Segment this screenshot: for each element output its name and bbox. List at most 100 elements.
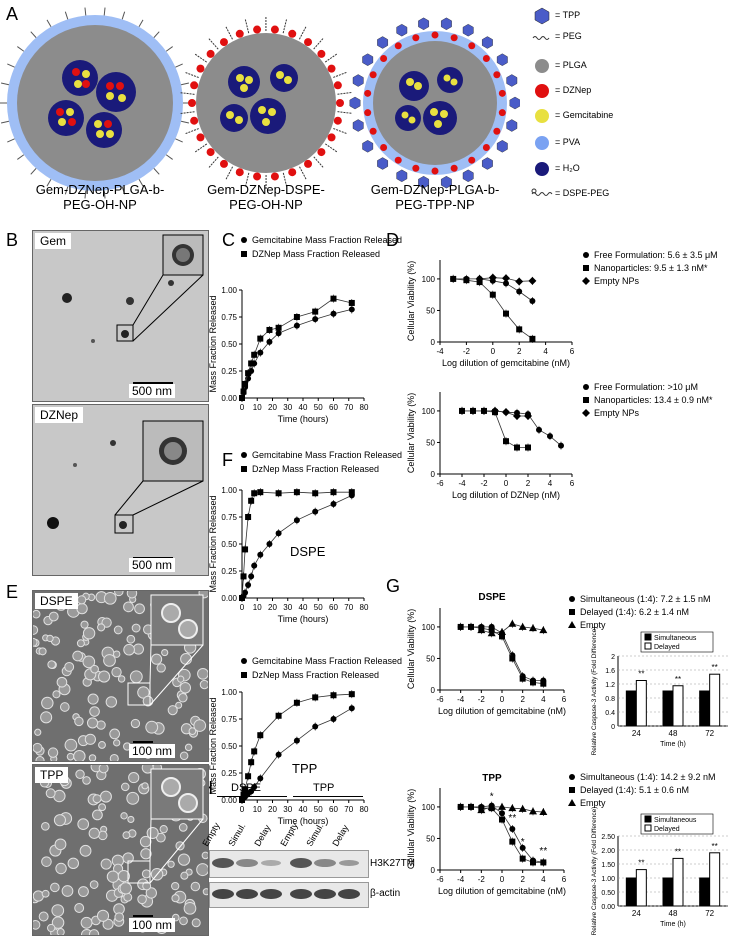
data-point: [251, 351, 258, 358]
y-tick-label: 100: [422, 623, 436, 632]
y-axis-label: Mass Fraction Released: [208, 697, 218, 794]
x-tick-label: -6: [436, 695, 444, 704]
x-tick-label: 70: [344, 403, 353, 412]
data-point: [508, 619, 517, 627]
pva-icon: [535, 136, 549, 150]
legend-label: DzNep Mass Fraction Released: [252, 670, 379, 680]
legend-label: DzNep Mass Fraction Released: [252, 464, 379, 474]
dspe-peg-icon: [531, 192, 553, 196]
data-point: [499, 816, 505, 823]
data-point: [547, 433, 553, 440]
y-tick-label: 0.8: [605, 696, 615, 703]
data-point: [330, 501, 337, 508]
x-axis-label: Log dilution of DZNep (nM): [452, 490, 560, 500]
bar: [709, 852, 721, 907]
western-blot: DSPE TPP Empty Simul. Delay Empty Simul. Dela…: [200, 780, 415, 930]
significance-mark: **: [539, 846, 547, 857]
data-point: [468, 803, 474, 810]
data-point: [348, 489, 355, 496]
x-axis-label: Time (hours): [278, 614, 329, 624]
data-point: [275, 751, 282, 758]
y-tick-label: 0.00: [221, 394, 237, 403]
y-tick-label: 50: [426, 654, 435, 663]
tem-image-dznep: DZNep 500 nm: [32, 404, 209, 576]
data-point: [489, 291, 496, 298]
data-point: [530, 859, 536, 866]
bar: [662, 690, 674, 727]
x-tick-label: 0: [491, 347, 496, 356]
bar: [699, 690, 711, 727]
bar: [625, 690, 637, 727]
data-point: [568, 799, 576, 806]
chart-F1: 0 10 20 30 40 50 60 70 80 0.00 0.25 0.50 0.75 1.00 Tim…: [208, 450, 402, 624]
legend-label: Simultaneous (1:4): 14.2 ± 9.2 nM: [580, 772, 716, 782]
data-point: [528, 276, 537, 285]
data-point: [248, 497, 255, 504]
legend-dspe-peg: = DSPE-PEG: [555, 188, 610, 198]
data-point: [463, 277, 470, 284]
chart-annotation: TPP: [292, 761, 317, 776]
bar: [672, 857, 684, 907]
x-tick-label: -2: [478, 875, 486, 884]
data-point: [241, 237, 247, 243]
y-tick-label: 1.00: [221, 688, 237, 697]
legend-label: Gemcitabine Mass Fraction Released: [252, 235, 402, 245]
data-point: [239, 595, 245, 601]
y-tick-label: 50: [426, 438, 435, 447]
data-point: [582, 409, 590, 417]
legend-label: Gemcitabine Mass Fraction Released: [252, 656, 402, 666]
data-point: [245, 514, 252, 520]
x-tick-label: -4: [458, 479, 466, 488]
bar: [625, 877, 637, 907]
x-tick-label: 60: [329, 403, 338, 412]
y-axis-label: Mass Fraction Released: [208, 495, 218, 592]
x-tick-label: 40: [299, 805, 308, 814]
chart-title: TPP: [482, 773, 502, 784]
data-point: [525, 444, 531, 451]
y-tick-label: 0.00: [221, 594, 237, 603]
data-point: [502, 274, 510, 283]
legend-box: [640, 813, 714, 835]
y-tick-label: 0.00: [601, 904, 615, 911]
significance-mark: **: [712, 663, 718, 672]
data-point: [239, 395, 245, 401]
y-tick-label: 50: [426, 306, 435, 315]
panel-label-g: G: [386, 576, 401, 596]
legend-swatch: [644, 633, 652, 641]
data-point: [251, 748, 258, 755]
y-tick-label: 1.00: [221, 486, 237, 495]
y-tick-label: 0: [431, 338, 436, 347]
series-line: [494, 410, 528, 417]
scale-label-e1: 100 nm: [129, 744, 176, 758]
data-point: [583, 265, 589, 271]
x-axis-label: Time (h): [660, 921, 686, 928]
data-point: [245, 582, 252, 589]
data-point: [240, 791, 247, 798]
y-tick-label: 0.50: [221, 742, 237, 751]
scale-label-b1: 500 nm: [129, 384, 176, 398]
scale-label-b2: 500 nm: [129, 558, 176, 572]
x-tick-label: -4: [457, 695, 465, 704]
tem-label-dspe: DSPE: [35, 593, 78, 609]
y-tick-label: 0.4: [605, 710, 615, 717]
legend-label: Simultaneous (1:4): 7.2 ± 1.5 nM: [580, 594, 711, 604]
chart-G1b: 0 0.4 0.8 1.2 1.6 2 24 ** 48 ** 72 ** Time (h) Relati…: [591, 627, 728, 755]
x-tick-label: -4: [457, 875, 465, 884]
data-point: [536, 426, 542, 433]
data-point: [240, 573, 247, 580]
data-point: [457, 803, 464, 810]
data-point: [330, 489, 337, 496]
significance-mark: **: [508, 813, 516, 824]
data-point: [251, 784, 258, 791]
data-point: [275, 324, 282, 331]
x-tick-label: 48: [669, 729, 678, 738]
data-point: [516, 326, 523, 333]
data-point: [457, 623, 464, 630]
legend-box: [640, 631, 714, 653]
x-tick-label: 0: [500, 875, 505, 884]
data-point: [477, 806, 486, 814]
x-tick-label: 50: [314, 805, 323, 814]
x-tick-label: 70: [344, 603, 353, 612]
x-tick-label: -6: [436, 479, 444, 488]
chart-annotation: DSPE: [290, 544, 326, 559]
